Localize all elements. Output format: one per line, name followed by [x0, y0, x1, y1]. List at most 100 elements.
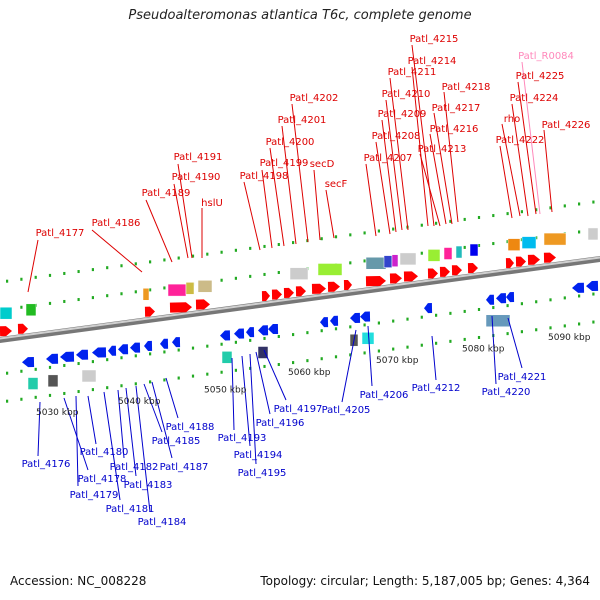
tick-dot — [277, 335, 280, 339]
tick-dot — [277, 243, 280, 247]
reverse-gene — [46, 353, 59, 364]
tick-dot — [106, 266, 109, 270]
label-leader — [511, 103, 529, 217]
tick-dot — [535, 328, 538, 332]
label-leader — [313, 169, 321, 241]
reverse-gene — [160, 338, 169, 349]
label-leader — [241, 355, 251, 447]
tick-dot — [463, 217, 466, 221]
tick-dot — [91, 296, 94, 300]
gene-label-bottom: Patl_4195 — [238, 468, 287, 479]
label-leader — [517, 81, 537, 215]
tick-dot — [77, 298, 80, 302]
tick-dot — [463, 309, 466, 313]
label-leader — [103, 391, 121, 501]
tick-dot — [77, 270, 80, 274]
gene-label-bottom: Patl_4180 — [80, 447, 129, 458]
gene-label-bottom: Patl_4221 — [498, 372, 547, 383]
gene-function-box — [587, 227, 599, 241]
label-leader — [325, 189, 335, 239]
tick-dot — [377, 349, 380, 353]
reverse-gene — [108, 345, 117, 356]
reverse-gene — [268, 323, 279, 335]
tick-dot — [578, 294, 581, 298]
tick-dot — [592, 200, 595, 204]
scale-label: 5040 kbp — [118, 397, 161, 407]
scale-label: 5030 kbp — [36, 408, 79, 418]
tick-dot — [6, 371, 9, 375]
label-leader — [145, 199, 173, 263]
label-leader — [173, 183, 189, 259]
label-leaders — [27, 44, 553, 513]
label-leader — [491, 315, 497, 385]
gene-function-box — [289, 267, 309, 280]
gene-label-top: Patl_4209 — [378, 109, 427, 120]
gene-label-bottom: Patl_4212 — [412, 383, 461, 394]
tick-dot — [506, 304, 509, 308]
tick-dot — [6, 399, 9, 403]
gene-label-bottom: Patl_4182 — [110, 462, 159, 473]
gene-label-top: Patl_4225 — [516, 71, 565, 82]
tick-dot — [449, 339, 452, 343]
gene-label-top: Patl_4201 — [278, 115, 327, 126]
gene-function-box — [221, 351, 233, 364]
label-leader — [165, 377, 179, 419]
tick-dot — [20, 397, 23, 401]
tick-dot — [234, 368, 237, 372]
label-leader — [177, 163, 193, 259]
tick-dot — [263, 244, 266, 248]
tick-dot — [349, 233, 352, 237]
scale-label: 5090 kbp — [548, 333, 591, 343]
label-leader — [261, 169, 273, 249]
label-leader — [63, 397, 89, 471]
tick-dot — [149, 260, 152, 264]
tick-dot — [34, 367, 37, 371]
label-leader — [433, 112, 453, 225]
scale-label: 5080 kbp — [462, 345, 505, 355]
forward-gene — [505, 258, 514, 269]
scale-label: 5050 kbp — [204, 385, 247, 395]
gene-labels: Patl_4177 Patl_4186 Patl_4189 Patl_4190 Patl… — [22, 34, 591, 528]
tick-dot — [249, 274, 252, 278]
gene-label-bottom: Patl_4181 — [106, 504, 155, 515]
gene-label-bottom: Patl_4206 — [360, 390, 409, 401]
label-leader — [291, 103, 309, 243]
forward-gene — [343, 279, 352, 291]
tick-dot — [349, 353, 352, 357]
gene-function-box — [455, 245, 463, 259]
forward-gene — [295, 286, 306, 297]
tick-dot — [420, 315, 423, 319]
scale-labels: 5030 kbp 5040 kbp 5050 kbp 5060 kbp 5070 kbp… — [36, 333, 591, 418]
tick-dot — [506, 240, 509, 244]
tick-dot — [377, 229, 380, 233]
tick-dot — [578, 202, 581, 206]
forward-gene — [365, 275, 386, 287]
gene-label-bottom: Patl_4179 — [70, 490, 119, 501]
tick-dot — [220, 370, 223, 374]
tick-dot — [77, 362, 80, 366]
forward-gene — [451, 265, 462, 276]
tick-dot — [506, 332, 509, 336]
forward-gene — [17, 323, 28, 334]
reverse-gene — [572, 282, 585, 293]
gene-label-bottom: Patl_4205 — [322, 405, 371, 416]
tick-dot — [134, 382, 137, 386]
tick-dot — [492, 242, 495, 246]
label-leader — [411, 44, 435, 227]
gene-function-box — [197, 280, 213, 293]
gene-label-top: Patl_4215 — [410, 34, 459, 45]
forward-gene — [427, 268, 438, 279]
tick-dot — [363, 231, 366, 235]
label-leader — [543, 129, 553, 213]
tick-dot — [249, 338, 252, 342]
label-leader — [243, 181, 261, 251]
tick-dot — [578, 322, 581, 326]
tick-dot — [292, 361, 295, 365]
tick-dot — [477, 307, 481, 311]
gene-label-top: Patl_4226 — [542, 120, 591, 131]
gene-label-bottom: Patl_4194 — [234, 450, 283, 461]
tick-dot — [177, 376, 180, 380]
gene-label-top: Patl_4189 — [142, 188, 191, 199]
tick-dot — [106, 386, 109, 390]
axis-highlight — [0, 256, 600, 340]
